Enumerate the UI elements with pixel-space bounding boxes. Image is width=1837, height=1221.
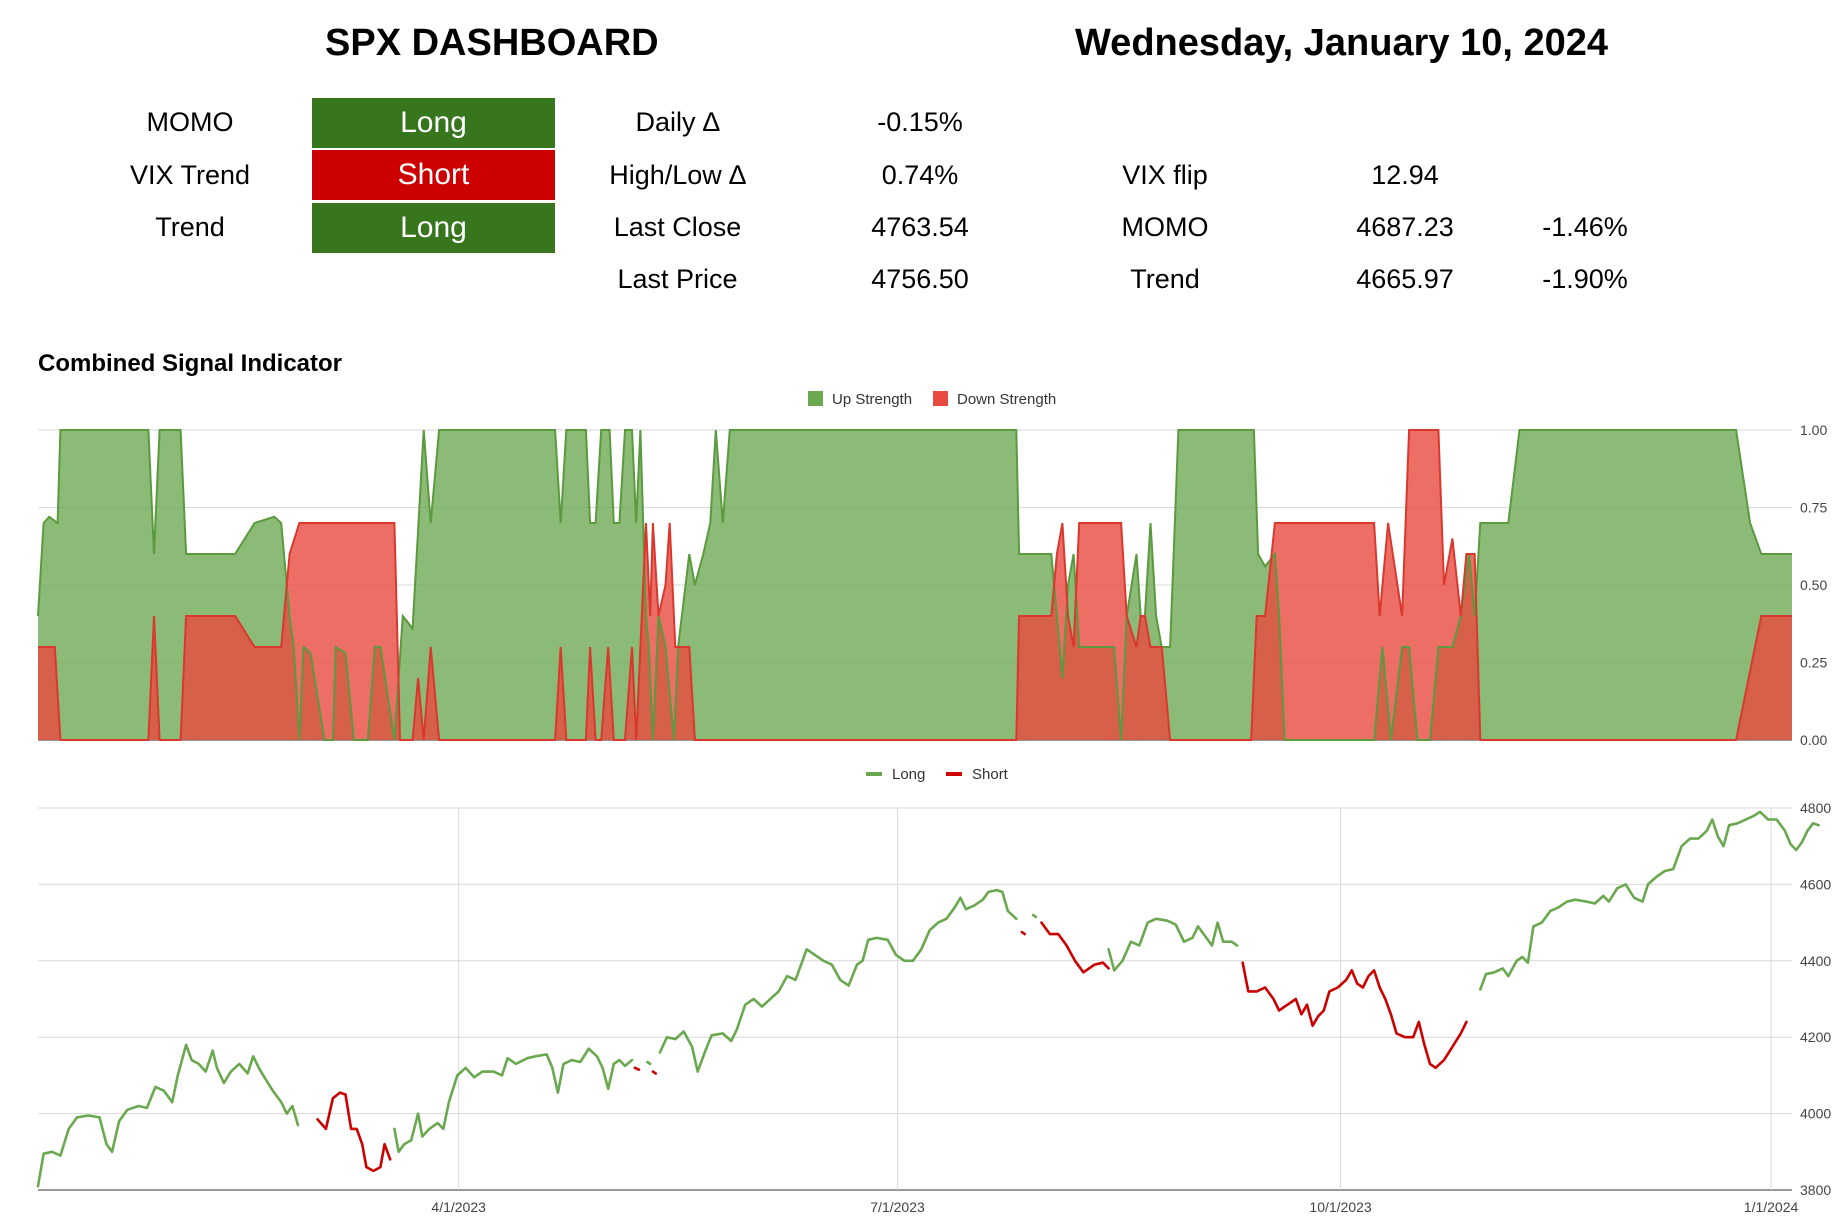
daily-delta-value: -0.15%: [877, 107, 963, 137]
short-segment: [1241, 961, 1468, 1070]
last-price-label: Last Price: [617, 264, 738, 294]
price-lines: [36, 810, 1820, 1188]
long-segment: [1479, 810, 1820, 991]
long-segment: [393, 1047, 634, 1154]
y-tick-label: 4200: [1800, 1029, 1831, 1045]
long-segment: [658, 888, 1018, 1073]
signal-label-vix-trend: VIX Trend: [129, 160, 251, 190]
long-segment: [646, 1060, 652, 1066]
legend-down-swatch: [933, 391, 948, 406]
daily-delta-label: Daily ∆: [635, 107, 720, 137]
y-tick-label: 0.00: [1800, 732, 1827, 748]
trend-level-value: 4665.97: [1356, 264, 1454, 294]
long-segment: [1107, 917, 1239, 972]
signal-legend: Up Strength Down Strength: [808, 391, 1056, 408]
short-segment: [1040, 921, 1110, 974]
x-tick-label: 4/1/2023: [431, 1199, 486, 1215]
highlow-delta-label: High/Low ∆: [609, 160, 746, 190]
signal-badge-vix-trend: Short: [312, 150, 555, 200]
y-tick-label: 4800: [1800, 800, 1831, 816]
momo-pct-value: -1.46%: [1542, 212, 1628, 242]
signal-label-trend: Trend: [155, 212, 225, 242]
short-segment: [651, 1070, 657, 1075]
legend-up-label: Up Strength: [832, 391, 912, 408]
vix-flip-value: 12.94: [1371, 160, 1439, 190]
x-tick-label: 7/1/2023: [870, 1199, 925, 1215]
up-strength-area: [38, 430, 1792, 740]
price-y-axis: 4800 4600 4400 4200 4000 3800: [1800, 800, 1831, 1198]
legend-long-label: Long: [892, 766, 925, 783]
x-tick-label: 1/1/2024: [1744, 1199, 1799, 1215]
down-strength-area: [38, 430, 1792, 740]
signal-badge-trend: Long: [312, 203, 555, 253]
combined-signal-title: Combined Signal Indicator: [38, 350, 343, 377]
y-tick-label: 0.50: [1800, 577, 1827, 593]
price-x-axis: 4/1/2023 7/1/2023 10/1/2023 1/1/2024: [431, 1199, 1798, 1215]
last-price-value: 4756.50: [871, 264, 969, 294]
down-strength-line: [38, 429, 1792, 741]
up-strength-line: [37, 429, 1792, 741]
trend-level-label: Trend: [1130, 264, 1200, 294]
short-segment: [633, 1066, 641, 1071]
legend-up-swatch: [808, 391, 823, 406]
spx-price-chart: Long Short 4800 4600 4400 4200 4000 3800 4/1/…: [36, 766, 1831, 1215]
long-segment: [36, 1043, 300, 1188]
signal-label-momo: MOMO: [146, 107, 234, 137]
signal-areas: [37, 429, 1792, 741]
y-tick-label: 0.75: [1800, 500, 1827, 516]
y-tick-label: 0.25: [1800, 655, 1827, 671]
long-segment: [1031, 913, 1038, 919]
y-tick-label: 4000: [1800, 1106, 1831, 1122]
price-gridlines: [38, 807, 1792, 1191]
legend-down-label: Down Strength: [957, 391, 1056, 408]
y-tick-label: 3800: [1800, 1182, 1831, 1198]
momo-level-value: 4687.23: [1356, 212, 1454, 242]
momo-level-label: MOMO: [1121, 212, 1209, 242]
signal-badge-momo: Long: [312, 98, 555, 148]
last-close-label: Last Close: [613, 212, 742, 242]
dashboard-date: Wednesday, January 10, 2024: [1075, 22, 1609, 64]
last-close-value: 4763.54: [871, 212, 969, 242]
y-tick-label: 1.00: [1800, 422, 1827, 438]
dashboard-title: SPX DASHBOARD: [325, 22, 659, 64]
short-segment: [1020, 930, 1026, 936]
legend-short-label: Short: [972, 766, 1009, 783]
x-tick-label: 10/1/2023: [1309, 1199, 1371, 1215]
signal-strength-chart: Up Strength Down Strength 1.00 0.75 0.50 0.…: [37, 391, 1827, 748]
short-segment: [316, 1091, 392, 1173]
trend-pct-value: -1.90%: [1542, 264, 1628, 294]
vix-flip-label: VIX flip: [1122, 160, 1208, 190]
highlow-delta-value: 0.74%: [881, 160, 959, 190]
price-legend: Long Short: [866, 766, 1009, 783]
signal-y-axis: 1.00 0.75 0.50 0.25 0.00: [1800, 422, 1827, 748]
y-tick-label: 4600: [1800, 876, 1831, 892]
y-tick-label: 4400: [1800, 953, 1831, 969]
